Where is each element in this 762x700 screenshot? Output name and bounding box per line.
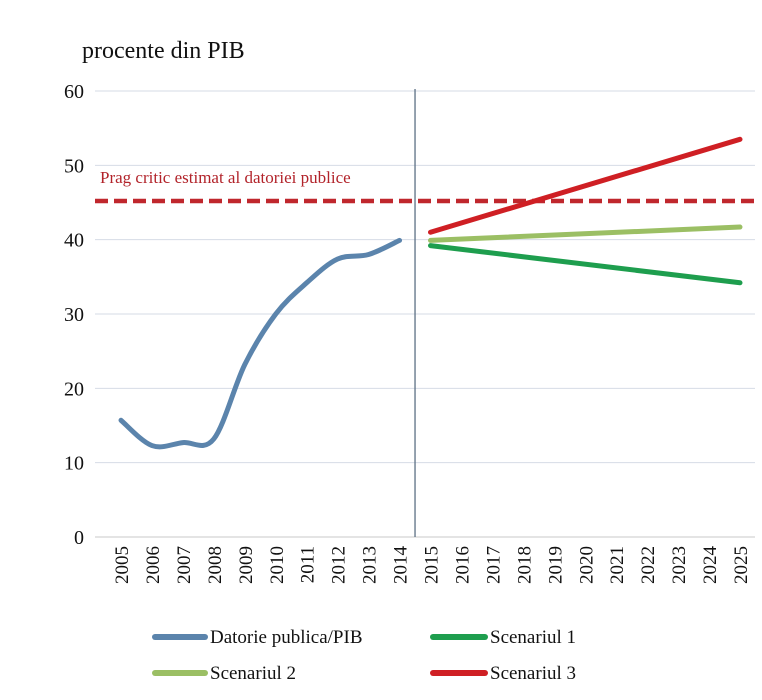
x-tick-label: 2010 bbox=[267, 546, 288, 584]
y-axis-ticks: 0 10 20 30 40 50 60 bbox=[64, 81, 84, 549]
y-tick-label: 20 bbox=[64, 378, 84, 400]
x-axis-ticks: 2005 2006 2007 2008 2009 2010 2011 2012 2013 2014… bbox=[112, 546, 752, 585]
x-tick-label: 2009 bbox=[236, 546, 257, 584]
y-tick-label: 10 bbox=[64, 453, 84, 475]
x-tick-label: 2011 bbox=[298, 546, 319, 583]
y-tick-label: 0 bbox=[74, 527, 84, 549]
x-tick-label: 2008 bbox=[205, 546, 226, 584]
series-line-scenariul-2 bbox=[428, 224, 743, 243]
x-tick-label: 2013 bbox=[360, 546, 381, 584]
x-tick-label: 2014 bbox=[391, 546, 412, 585]
series-line-datorie-publica-pib bbox=[118, 237, 403, 450]
x-tick-label: 2024 bbox=[700, 546, 721, 585]
x-tick-label: 2025 bbox=[731, 546, 752, 584]
legend-label-datorie-publica-pib: Datorie publica/PIB bbox=[210, 627, 363, 648]
series-line-scenariul-3 bbox=[428, 136, 743, 235]
y-tick-label: 50 bbox=[64, 155, 84, 177]
y-tick-label: 30 bbox=[64, 304, 84, 326]
legend-label-scenariul-2: Scenariul 2 bbox=[210, 663, 296, 684]
x-tick-label: 2017 bbox=[483, 546, 504, 584]
x-tick-label: 2018 bbox=[514, 546, 535, 584]
x-tick-label: 2022 bbox=[638, 546, 659, 584]
x-tick-label: 2021 bbox=[607, 546, 628, 584]
x-tick-label: 2019 bbox=[545, 546, 566, 584]
legend-label-scenariul-1: Scenariul 1 bbox=[490, 627, 576, 648]
threshold: Prag critic estimat al datoriei publice bbox=[95, 168, 755, 204]
x-tick-label: 2020 bbox=[576, 546, 597, 584]
x-tick-label: 2012 bbox=[329, 546, 350, 584]
y-axis-unit-label: procente din PIB bbox=[82, 38, 245, 64]
x-tick-label: 2015 bbox=[422, 546, 443, 584]
x-tick-label: 2016 bbox=[452, 546, 473, 584]
legend-label-scenariul-3: Scenariul 3 bbox=[490, 663, 576, 684]
x-tick-label: 2005 bbox=[112, 546, 133, 584]
threshold-label: Prag critic estimat al datoriei publice bbox=[100, 168, 351, 187]
legend: Datorie publica/PIB Scenariul 1 Scenariul … bbox=[152, 627, 576, 684]
x-tick-label: 2023 bbox=[669, 546, 690, 584]
x-tick-label: 2006 bbox=[143, 546, 164, 584]
series-line-scenariul-1 bbox=[428, 243, 743, 286]
y-tick-label: 40 bbox=[64, 230, 84, 252]
y-tick-label: 60 bbox=[64, 81, 84, 103]
x-tick-label: 2007 bbox=[174, 546, 195, 584]
series bbox=[118, 136, 743, 450]
gridlines bbox=[95, 90, 755, 538]
